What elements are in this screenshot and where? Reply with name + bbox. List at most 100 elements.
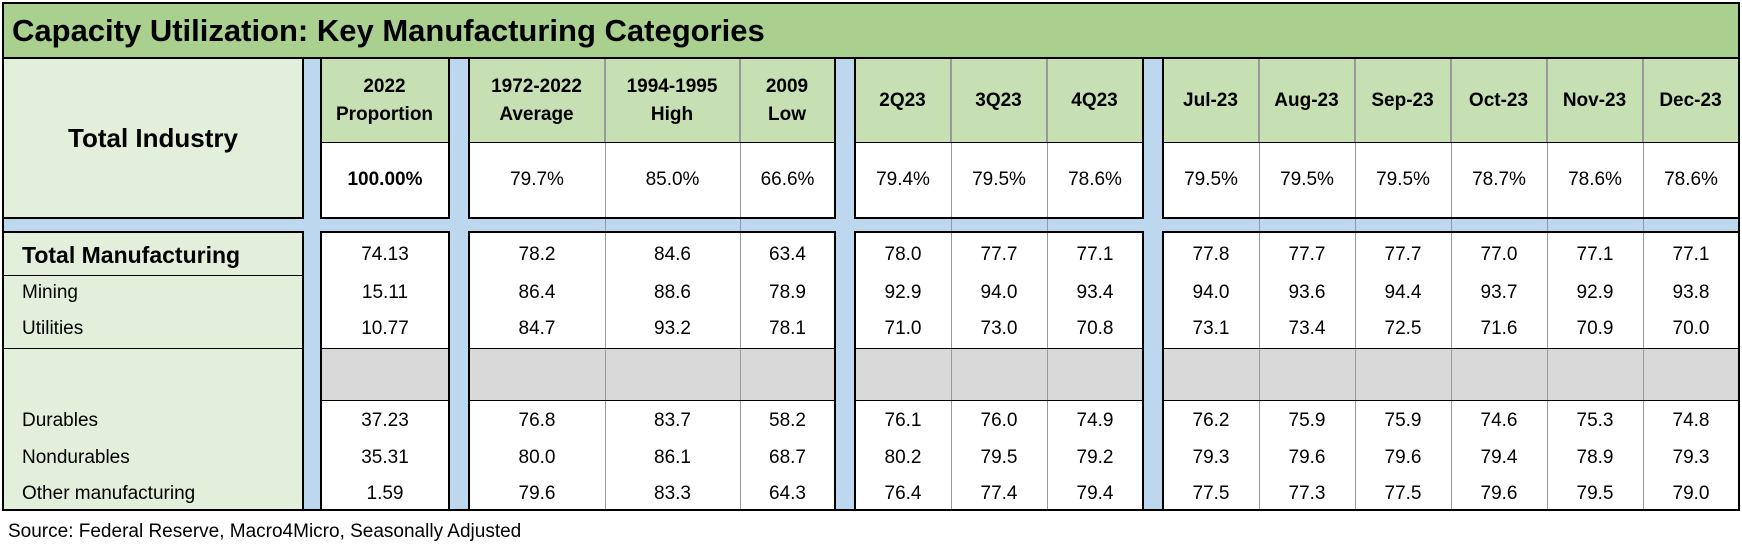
row-divider (469, 400, 835, 401)
cell-divider (1355, 59, 1356, 509)
row-label: Total Manufacturing (22, 241, 241, 268)
table-cell: 76.8 (518, 410, 556, 431)
cell-divider (951, 59, 952, 509)
table-cell: 70.0 (1672, 318, 1710, 339)
table-cell: 78.9 (769, 282, 806, 303)
column-header: Jul-23 (1163, 59, 1259, 142)
table-cell: 93.8 (1672, 282, 1710, 303)
table-cell: 78.1 (769, 318, 806, 339)
total-industry-label: Total Industry (68, 122, 238, 153)
table-cell: 79.3 (1192, 447, 1230, 468)
column-header: 2022 Proportion (321, 59, 449, 142)
row-divider (321, 400, 449, 401)
header-divider (469, 142, 835, 143)
table-cell: 64.3 (769, 483, 806, 504)
column-header: 2009 Low (740, 59, 835, 142)
table-cell: 80.2 (884, 447, 922, 468)
table-cell: 72.5 (1384, 318, 1422, 339)
table-cell: 79.5 (1576, 483, 1614, 504)
row-divider (1163, 348, 1739, 349)
column-header: 1972-2022 Average (469, 59, 605, 142)
table-cell: 68.7 (769, 447, 806, 468)
label-column-lower (4, 233, 302, 509)
row-divider (1163, 400, 1739, 401)
table-cell: 79.2 (1076, 447, 1114, 468)
column-header: Aug-23 (1259, 59, 1355, 142)
table-cell: 84.7 (518, 318, 556, 339)
table-cell: 86.4 (518, 282, 556, 303)
table-cell: 74.8 (1672, 410, 1710, 431)
total-industry-value: 78.7% (1472, 168, 1526, 190)
cell-divider (1547, 59, 1548, 509)
label-column (4, 59, 302, 217)
column-header: 1994-1995 High (605, 59, 740, 142)
total-industry-value: 78.6% (1664, 168, 1718, 190)
table-cell: 76.2 (1192, 410, 1230, 431)
table-cell: 78.0 (884, 244, 922, 265)
table-cell: 73.4 (1288, 318, 1326, 339)
cell-divider (1451, 59, 1452, 509)
table-cell: 94.4 (1384, 282, 1422, 303)
cell-divider (740, 59, 741, 509)
table-cell: 74.9 (1076, 410, 1114, 431)
table-cell: 73.0 (980, 318, 1018, 339)
table-cell: 1.59 (366, 483, 404, 504)
table-cell: 76.0 (980, 410, 1018, 431)
table-cell: 74.6 (1480, 410, 1518, 431)
table-cell: 79.6 (1288, 447, 1326, 468)
blank-row (321, 348, 449, 400)
vertical-separator (449, 59, 469, 509)
table-cell: 77.7 (1384, 244, 1422, 265)
total-industry-value: 79.4% (876, 168, 930, 190)
table-cell: 71.6 (1480, 318, 1518, 339)
table-cell: 58.2 (769, 410, 806, 431)
table-cell: 77.0 (1480, 244, 1518, 265)
column-header: Oct-23 (1451, 59, 1547, 142)
row-divider (469, 348, 835, 349)
source-note: Source: Federal Reserve, Macro4Micro, Se… (8, 521, 522, 542)
table-cell: 77.1 (1576, 244, 1614, 265)
table-cell: 80.0 (518, 447, 556, 468)
table-cell: 79.4 (1076, 483, 1114, 504)
total-industry-value: 79.5% (1280, 168, 1334, 190)
table-cell: 77.7 (980, 244, 1018, 265)
total-industry-value: 66.6% (760, 168, 815, 190)
row-label: Mining (22, 282, 78, 303)
header-divider (1163, 142, 1739, 143)
table-cell: 77.4 (980, 483, 1018, 504)
table-cell: 79.3 (1672, 447, 1710, 468)
table-cell: 79.5 (980, 447, 1018, 468)
table-cell: 86.1 (654, 447, 691, 468)
cell-divider (605, 59, 606, 509)
total-industry-value: 79.7% (510, 168, 564, 190)
table-cell: 76.4 (884, 483, 922, 504)
total-industry-value: 100.00% (347, 168, 423, 190)
table-cell: 83.7 (654, 410, 691, 431)
blank-row (469, 348, 835, 400)
total-industry-value: 79.5% (972, 168, 1026, 190)
column-header: Dec-23 (1643, 59, 1739, 142)
table-cell: 79.0 (1672, 483, 1710, 504)
row-divider (321, 348, 449, 349)
table-cell: 79.6 (518, 483, 556, 504)
table-cell: 74.13 (361, 244, 409, 265)
table-cell: 78.9 (1576, 447, 1614, 468)
total-industry-value: 79.5% (1376, 168, 1430, 190)
table-cell: 93.7 (1480, 282, 1518, 303)
row-label: Nondurables (22, 447, 130, 468)
table-cell: 79.6 (1480, 483, 1518, 504)
row-label: Other manufacturing (22, 483, 196, 504)
table-cell: 78.2 (518, 244, 556, 265)
table-cell: 35.31 (361, 447, 409, 468)
total-industry-value: 78.6% (1568, 168, 1622, 190)
total-industry-value: 85.0% (645, 168, 700, 190)
vertical-separator (302, 59, 321, 509)
table-cell: 76.1 (884, 410, 922, 431)
table-cell: 63.4 (769, 244, 806, 265)
table-cell: 37.23 (361, 410, 409, 431)
blank-row (855, 348, 1143, 400)
table-cell: 77.1 (1672, 244, 1710, 265)
cell-divider (1047, 59, 1048, 509)
total-industry-value: 78.6% (1068, 168, 1122, 190)
horizontal-separator (4, 217, 1740, 233)
